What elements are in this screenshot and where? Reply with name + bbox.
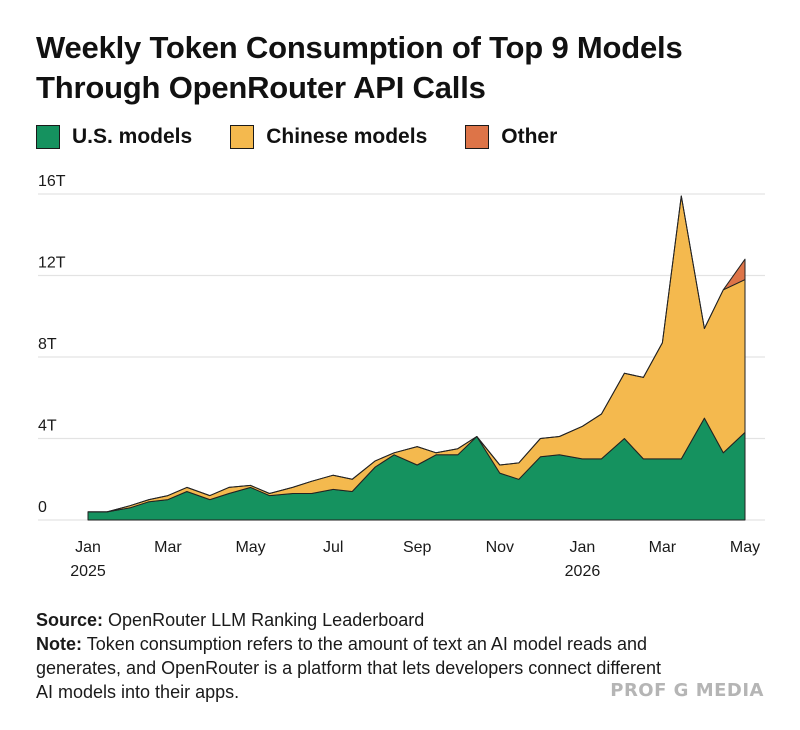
y-tick-label: 12T: [38, 255, 66, 272]
legend-label-other: Other: [501, 125, 558, 148]
legend-item-chinese: Chinese models: [230, 125, 427, 149]
stacked-area-chart: 0 4T 8T 12T 16T Jan 2025 Mar May Jul Sep Nov Jan 2026…: [38, 173, 765, 580]
legend-item-us: U.S. models: [36, 125, 192, 149]
source-label: Source:: [36, 610, 104, 630]
legend: U.S. models Chinese models Other: [36, 124, 595, 150]
x-tick-label: Nov: [486, 539, 514, 556]
note-line: Note: Token consumption refers to the am…: [36, 632, 676, 704]
source-line: Source: OpenRouter LLM Ranking Leaderboa…: [36, 608, 676, 632]
x-tick-label: Mar: [154, 539, 182, 556]
x-tick-label: Jul: [323, 539, 343, 556]
legend-swatch-chinese: [230, 125, 255, 149]
chart-title: Weekly Token Consumption of Top 9 Models…: [36, 28, 766, 108]
x-tick-label: Mar: [649, 539, 677, 556]
y-tick-label: 8T: [38, 336, 57, 353]
note-label: Note:: [36, 634, 82, 654]
brand-logo: PROF G MEDIA: [610, 680, 764, 701]
legend-label-us: U.S. models: [72, 125, 193, 148]
legend-item-other: Other: [465, 125, 557, 149]
x-tick-label: Jan: [570, 539, 596, 556]
y-tick-label: 4T: [38, 418, 57, 435]
x-tick-year-label: 2025: [70, 563, 106, 580]
legend-swatch-us: [36, 125, 60, 149]
chart-title-line-1: Weekly Token Consumption of Top 9 Models: [36, 30, 683, 65]
legend-swatch-other: [465, 125, 490, 149]
y-tick-label: 0: [38, 499, 47, 516]
x-tick-label: Jan: [75, 539, 101, 556]
note-text: Token consumption refers to the amount o…: [36, 634, 662, 702]
y-tick-label: 16T: [38, 173, 66, 190]
footer: Source: OpenRouter LLM Ranking Leaderboa…: [36, 608, 676, 704]
x-tick-label: May: [730, 539, 760, 556]
series-area-other: [87, 195, 746, 513]
x-tick-label: Sep: [403, 539, 432, 556]
legend-label-chinese: Chinese models: [266, 125, 428, 148]
source-text: OpenRouter LLM Ranking Leaderboard: [108, 610, 425, 630]
x-tick-year-label: 2026: [565, 563, 601, 580]
x-tick-label: May: [235, 539, 265, 556]
chart-title-line-2: Through OpenRouter API Calls: [36, 70, 486, 105]
